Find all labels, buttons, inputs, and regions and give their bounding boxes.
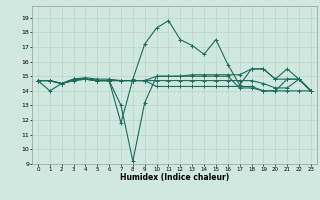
X-axis label: Humidex (Indice chaleur): Humidex (Indice chaleur) <box>120 173 229 182</box>
